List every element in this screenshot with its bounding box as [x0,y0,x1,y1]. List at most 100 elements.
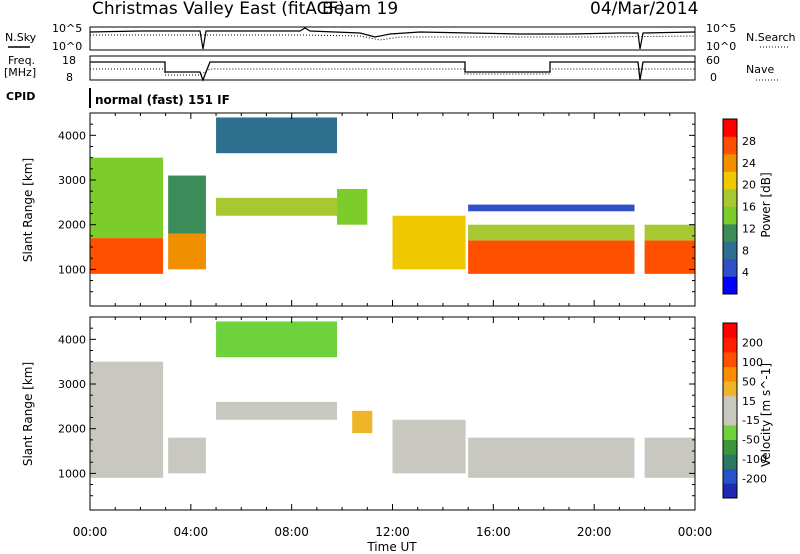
heatmap-cell [216,401,338,420]
heatmap-cell [468,240,635,274]
nsearch-tick-low: 10^0 [706,40,736,53]
freq-tick-high: 18 [62,54,76,67]
freq-strip-frame [89,55,696,81]
y-tick-label: 2000 [58,423,86,436]
nsky-trace [89,27,696,50]
heatmap-cell [392,215,466,270]
colorbar-swatch [723,395,737,411]
heatmap-cell [392,419,466,474]
colorbar-tick-label: -100 [742,453,767,466]
colorbar-swatch [723,366,737,382]
time-x-axis: 00:00 04:00 08:00 12:00 16:00 20:00 00:00 [73,113,713,539]
velocity-heatmap-cells [90,321,695,478]
heatmap-cell [90,442,164,478]
colorbar-swatch [723,439,737,455]
heatmap-cell [468,437,635,478]
heatmap-cell [216,197,338,216]
nsearch-tick-high: 10^5 [706,22,736,35]
y-tick-label: 2000 [58,219,86,232]
nave-trace [90,68,695,76]
nsky-tick-high: 10^5 [52,22,82,35]
velocity-y-axis-label: Slant Range [km] [21,362,35,466]
velocity-colorbar-label: Velocity [m s^-1] [759,363,773,467]
colorbar-swatch [723,410,737,426]
x-tick-label: 16:00 [476,525,511,539]
power-colorbar-label: Power [dB] [759,172,773,237]
freq-label-line1: Freq. [8,54,35,67]
x-tick-label: 00:00 [678,525,713,539]
heatmap-cell [337,188,368,225]
colorbar-frame [722,118,738,295]
colorbar-tick-label: 20 [742,179,756,192]
colorbar-tick-label: 24 [742,157,756,170]
y-tick-label: 4000 [58,333,86,346]
colorbar-swatch [723,119,737,137]
colorbar-tick-label: 4 [742,266,749,279]
y-tick-label: 1000 [58,263,86,276]
colorbar-swatch [723,276,737,295]
colorbar-swatch [723,171,737,190]
velocity-y-axis: 1000 2000 3000 4000 [58,327,695,497]
colorbar-tick-label: -50 [742,434,760,447]
cpid-label: CPID [6,90,35,103]
heatmap-cell [168,233,206,270]
heatmap-cell [644,240,695,274]
colorbar-swatch [723,381,737,397]
freq-trace [90,61,695,82]
colorbar-frame [722,322,738,499]
x-tick-label: 04:00 [174,525,209,539]
power-heatmap-cells [90,117,695,274]
heatmap-cell [644,437,695,478]
colorbar-tick-label: 8 [742,244,749,257]
colorbar-tick-label: -15 [742,414,760,427]
colorbar-tick-label: 28 [742,135,756,148]
x-tick-label: 08:00 [274,525,309,539]
colorbar-swatch [723,483,737,499]
beam-label: Beam 19 [322,0,398,19]
heatmap-cell [90,361,164,443]
colorbar-swatch [723,241,737,260]
colorbar-swatch [723,323,737,338]
colorbar-tick-label: 50 [742,375,756,388]
colorbar-swatch [723,189,737,207]
heatmap-cell [468,204,635,212]
colorbar-swatch [723,468,737,484]
heatmap-cell [168,437,206,474]
heatmap-cell [168,175,206,234]
heatmap-cell [216,321,338,358]
heatmap-cell [644,224,695,241]
power-colorbar: 28 24 20 16 12 8 4 [722,118,756,295]
nsearch-label: N.Search [746,31,796,44]
time-axis-label: Time UT [366,540,417,554]
plot-title: Christmas Valley East (fitACF) [92,0,345,19]
colorbar-swatch [723,454,737,470]
velocity-colorbar: 200 100 50 15 -15 -50 -100 -200 [722,322,767,499]
date-label: 04/Mar/2014 [590,0,698,19]
colorbar-swatch [723,425,737,440]
colorbar-tick-label: 200 [742,336,763,349]
colorbar-swatch [723,337,737,353]
velocity-panel-frame [89,316,696,511]
colorbar-swatch [723,352,737,368]
colorbar-tick-label: 12 [742,222,756,235]
y-tick-label: 3000 [58,378,86,391]
colorbar-tick-label: 15 [742,395,756,408]
nsearch-trace [90,34,696,41]
colorbar-swatch [723,136,737,155]
heatmap-cell [468,224,635,241]
power-y-axis-label: Slant Range [km] [21,158,35,262]
colorbar-swatch [723,259,737,277]
x-tick-label: 00:00 [73,525,108,539]
colorbar-tick-label: 100 [742,356,763,369]
y-tick-label: 3000 [58,174,86,187]
freq-tick-low: 8 [66,71,73,84]
noise-strip-frame [89,26,696,51]
freq-label-line2: [MHz] [4,66,36,79]
colorbar-swatch [723,206,737,225]
heatmap-cell [90,238,164,274]
y-tick-label: 1000 [58,467,86,480]
x-tick-label: 12:00 [375,525,410,539]
heatmap-cell [216,117,338,154]
colorbar-tick-label: 16 [742,201,756,214]
